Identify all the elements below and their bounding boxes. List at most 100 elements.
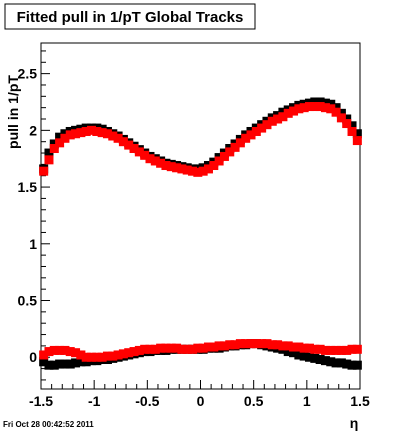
data-point <box>55 132 65 142</box>
data-point <box>49 139 59 149</box>
x-tick-label: -0.5 <box>135 393 159 409</box>
data-point <box>55 345 65 355</box>
data-point <box>198 166 208 176</box>
data-point <box>97 352 107 362</box>
data-point <box>304 343 314 353</box>
data-point <box>273 114 283 124</box>
data-point <box>336 108 346 118</box>
data-point <box>124 140 134 150</box>
data-point <box>273 340 283 350</box>
data-point <box>225 340 235 350</box>
data-point <box>65 347 75 357</box>
data-point <box>267 116 277 126</box>
data-point <box>150 156 160 166</box>
data-point <box>113 133 123 143</box>
x-tick-label: 1.5 <box>350 393 370 409</box>
data-point <box>315 344 325 354</box>
data-point <box>342 119 352 129</box>
data-point <box>230 340 240 350</box>
data-point <box>310 102 320 112</box>
data-point <box>331 107 341 117</box>
data-point <box>278 112 288 122</box>
series-4 <box>39 339 362 362</box>
data-point <box>219 151 229 161</box>
data-point <box>39 166 49 176</box>
data-point <box>342 345 352 355</box>
data-point <box>283 341 293 351</box>
data-point <box>262 339 272 349</box>
y-tick-label: 1 <box>29 236 37 252</box>
x-tick-label: -1 <box>88 393 101 409</box>
data-point <box>71 358 81 368</box>
data-point <box>44 347 54 357</box>
x-tick-label: 1 <box>303 393 311 409</box>
data-point <box>97 128 107 138</box>
y-tick-label: 2.5 <box>18 66 38 82</box>
data-point <box>60 133 70 143</box>
data-point <box>49 144 59 154</box>
data-point <box>336 358 346 368</box>
data-point <box>108 351 118 361</box>
data-point <box>241 339 251 349</box>
data-point <box>76 128 86 138</box>
data-point <box>177 344 187 354</box>
data-point <box>347 344 357 354</box>
data-point <box>60 359 70 369</box>
data-point <box>188 166 198 176</box>
data-point <box>326 357 336 367</box>
data-point <box>320 98 330 108</box>
data-point <box>336 113 346 123</box>
data-point <box>188 344 198 354</box>
y-tick-label: 0.5 <box>18 293 38 309</box>
data-point <box>331 103 341 113</box>
data-point <box>283 108 293 118</box>
data-point <box>156 158 166 168</box>
data-point <box>304 352 314 362</box>
data-point <box>44 360 54 370</box>
data-point <box>92 352 102 362</box>
data-point <box>81 126 91 136</box>
data-point <box>304 102 314 112</box>
data-point <box>156 343 166 353</box>
data-point <box>289 348 299 358</box>
data-point <box>140 150 150 160</box>
data-point <box>172 343 182 353</box>
data-point <box>267 340 277 350</box>
data-point <box>299 343 309 353</box>
data-point <box>65 130 75 140</box>
data-point <box>347 121 357 131</box>
data-point <box>352 129 362 139</box>
data-point <box>134 147 144 157</box>
data-point <box>145 344 155 354</box>
data-point <box>60 129 70 139</box>
x-tick-label: 0 <box>197 393 205 409</box>
data-point <box>310 353 320 363</box>
data-point <box>44 148 54 158</box>
data-point <box>315 355 325 365</box>
data-point <box>129 347 139 357</box>
data-point <box>310 344 320 354</box>
axis-ticks <box>40 50 361 389</box>
data-point <box>235 138 245 148</box>
data-point <box>118 137 128 147</box>
data-point <box>315 102 325 112</box>
x-axis-title: η <box>350 415 359 431</box>
data-point <box>246 339 256 349</box>
data-point <box>166 343 176 353</box>
y-tick-label: 0 <box>29 349 37 365</box>
data-point <box>108 131 118 141</box>
data-point <box>219 341 229 351</box>
data-point <box>320 356 330 366</box>
data-point <box>65 359 75 369</box>
x-tick-label: 0.5 <box>244 393 264 409</box>
data-point <box>60 345 70 355</box>
data-point <box>246 130 256 140</box>
data-point <box>326 345 336 355</box>
x-tick-label: -1.5 <box>29 393 53 409</box>
data-point <box>102 351 112 361</box>
title-box: Fitted pull in 1/pT Global Tracks <box>4 3 256 30</box>
data-point <box>81 357 91 367</box>
data-point <box>87 125 97 135</box>
data-point <box>315 97 325 107</box>
